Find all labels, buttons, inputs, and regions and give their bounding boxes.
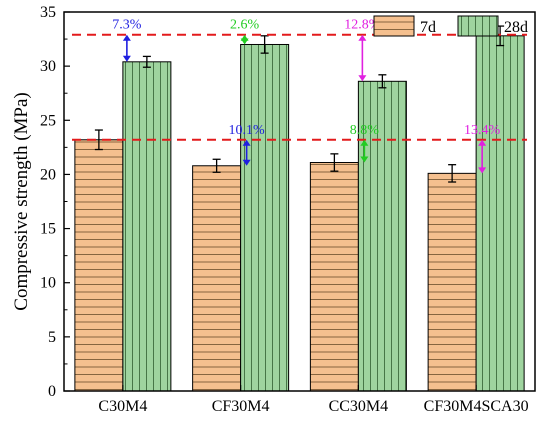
bar-7d-CC30M4 [309, 162, 359, 392]
y-tick-label: 15 [40, 221, 56, 238]
x-tick-label: CF30M4 [212, 398, 270, 415]
difference-arrow-head-bottom [240, 38, 249, 45]
y-tick-label: 20 [40, 166, 56, 183]
x-tick-label: CF30M4SCA30 [424, 398, 529, 415]
difference-arrow-head-top [122, 34, 131, 41]
bar-7d-C30M4 [74, 139, 124, 392]
difference-arrow-head-top [478, 139, 487, 146]
difference-arrow-head-bottom [242, 159, 251, 166]
legend-swatch-28d [457, 15, 499, 37]
bar-7d-CF30M4SCA30 [427, 172, 477, 392]
y-tick-label: 10 [40, 275, 56, 292]
difference-label: 8.8% [350, 123, 380, 138]
difference-arrow-head-top [360, 139, 369, 146]
x-tick-label: CC30M4 [329, 398, 389, 415]
difference-arrow-head-bottom [358, 75, 367, 82]
difference-arrow-head-bottom [360, 156, 369, 163]
y-tick-label: 0 [48, 383, 56, 400]
bar-28d-C30M4 [122, 61, 172, 392]
difference-label: 12.8% [344, 18, 381, 33]
y-tick-label: 30 [40, 58, 56, 75]
x-tick-label: C30M4 [98, 398, 147, 415]
difference-label: 10.1% [229, 123, 266, 138]
legend-label-7d: 7d [420, 19, 436, 36]
y-tick-label: 25 [40, 112, 56, 129]
difference-arrow-head-top [242, 139, 251, 146]
difference-label: 2.6% [230, 18, 260, 33]
legend: 7d 28d [373, 15, 528, 37]
y-tick-label: 5 [48, 329, 56, 346]
legend-label-28d: 28d [504, 19, 528, 36]
plot-area: 7.3% 10.1% 2.6% 8.8% 12.8% 13.4% 0 5 10 15 20 25 30 3… [40, 4, 536, 415]
difference-arrow-head-bottom [122, 55, 131, 62]
difference-arrow-head-bottom [478, 167, 487, 174]
difference-label: 13.4% [464, 123, 501, 138]
difference-label: 7.3% [112, 18, 142, 33]
bar-28d-CF30M4 [240, 43, 290, 392]
bar-28d-CF30M4SCA30 [475, 35, 525, 392]
y-tick-label: 35 [40, 4, 56, 21]
legend-swatch-7d [373, 15, 415, 37]
bar-7d-CF30M4 [192, 165, 242, 392]
y-axis-title: Compressive strength (MPa) [11, 92, 32, 310]
difference-arrow-head-top [358, 34, 367, 41]
